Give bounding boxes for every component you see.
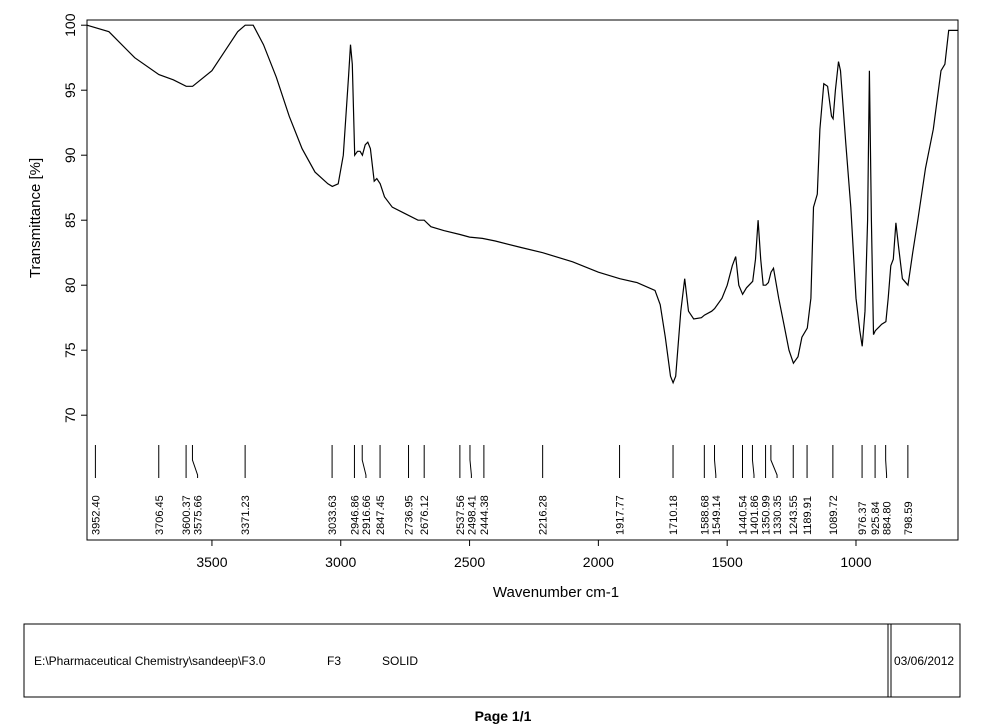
y-axis-label: Transmittance [%] bbox=[27, 158, 44, 278]
x-tick-label: 1500 bbox=[712, 554, 743, 570]
peak-label: 2676.12 bbox=[419, 495, 431, 535]
peak-label: 2916.66 bbox=[361, 495, 373, 535]
peak-label: 3600.37 bbox=[181, 495, 193, 535]
peak-label: 2847.45 bbox=[375, 495, 387, 535]
y-tick-label: 100 bbox=[62, 13, 78, 37]
x-tick-label: 3000 bbox=[325, 554, 356, 570]
peak-label: 976.37 bbox=[857, 501, 869, 535]
y-tick-label: 80 bbox=[62, 277, 78, 293]
footer-path: E:\Pharmaceutical Chemistry\sandeep\F3.0 bbox=[34, 654, 266, 668]
spectrum-line bbox=[86, 24, 958, 385]
peak-label: 1440.54 bbox=[737, 495, 749, 535]
peak-label: 3033.63 bbox=[327, 495, 339, 535]
footer-state: SOLID bbox=[382, 654, 418, 668]
x-tick-label: 2000 bbox=[583, 554, 614, 570]
peak-label: 2946.86 bbox=[349, 495, 361, 535]
y-tick-label: 95 bbox=[62, 82, 78, 98]
y-tick-label: 90 bbox=[62, 147, 78, 163]
x-tick-label: 3500 bbox=[196, 554, 227, 570]
footer-sample: F3 bbox=[327, 654, 341, 668]
peak-label: 1330.35 bbox=[772, 495, 784, 535]
peak-label: 2498.41 bbox=[466, 495, 478, 535]
x-axis-label: Wavenumber cm-1 bbox=[493, 584, 619, 601]
peak-label: 1243.55 bbox=[788, 495, 800, 535]
peak-label: 925.84 bbox=[870, 501, 882, 535]
y-tick-label: 70 bbox=[62, 407, 78, 423]
peak-label: 3371.23 bbox=[240, 495, 252, 535]
peak-label: 884.80 bbox=[882, 501, 894, 535]
peak-label: 3575.66 bbox=[193, 495, 205, 535]
peak-label: 2216.28 bbox=[538, 495, 550, 535]
peak-marker bbox=[770, 445, 778, 478]
peak-marker bbox=[714, 445, 717, 478]
peak-label: 2444.38 bbox=[479, 495, 491, 535]
peak-label: 1549.14 bbox=[711, 495, 723, 535]
peak-label: 1089.72 bbox=[828, 495, 840, 535]
peak-label: 1401.86 bbox=[749, 495, 761, 535]
peak-label: 1189.91 bbox=[802, 496, 814, 535]
peak-marker bbox=[361, 445, 367, 478]
x-tick-label: 2500 bbox=[454, 554, 485, 570]
peak-marker bbox=[885, 445, 888, 478]
peak-label: 3952.40 bbox=[90, 495, 102, 535]
peak-marker bbox=[191, 445, 199, 478]
peak-label: 1350.99 bbox=[761, 495, 773, 535]
page-label: Page 1/1 bbox=[475, 708, 532, 724]
peak-label: 2736.95 bbox=[404, 495, 416, 535]
plot-frame bbox=[86, 19, 959, 541]
y-tick-label: 85 bbox=[62, 212, 78, 228]
peak-label: 1710.18 bbox=[668, 495, 680, 535]
footer-date: 03/06/2012 bbox=[894, 654, 954, 668]
peak-label: 3706.45 bbox=[154, 495, 166, 535]
peak-marker bbox=[751, 445, 755, 478]
peak-label: 1588.68 bbox=[699, 495, 711, 535]
peak-label: 798.59 bbox=[903, 501, 915, 535]
peak-label: 1917.77 bbox=[615, 495, 627, 535]
y-tick-label: 75 bbox=[62, 342, 78, 358]
peak-label: 2537.56 bbox=[455, 495, 467, 535]
footer-box bbox=[23, 623, 961, 698]
peak-marker bbox=[469, 445, 472, 478]
x-tick-label: 1000 bbox=[840, 554, 871, 570]
